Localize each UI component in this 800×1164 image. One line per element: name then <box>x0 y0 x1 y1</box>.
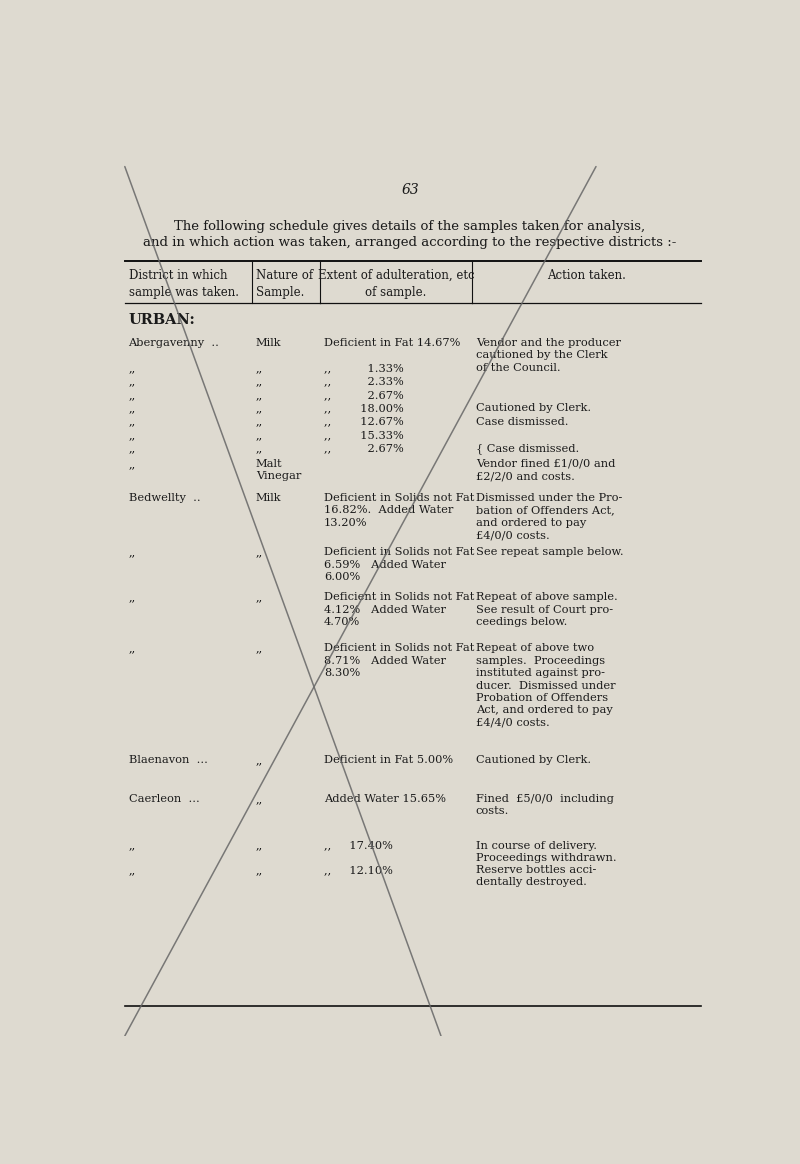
Text: Deficient in Solids not Fat
6.59%   Added Water
6.00%: Deficient in Solids not Fat 6.59% Added … <box>324 547 474 582</box>
Text: ,,: ,, <box>256 443 263 454</box>
Text: ,,: ,, <box>256 644 263 653</box>
Text: ,,: ,, <box>129 592 136 602</box>
Text: ,,          2.33%: ,, 2.33% <box>324 376 403 386</box>
Text: ,,: ,, <box>129 547 136 558</box>
Text: Repeat of above two
samples.  Proceedings
instituted against pro-
ducer.  Dismis: Repeat of above two samples. Proceedings… <box>476 644 615 728</box>
Text: ,,: ,, <box>256 755 263 766</box>
Text: ,,: ,, <box>256 794 263 804</box>
Text: ,,: ,, <box>129 644 136 653</box>
Text: In course of delivery.
Proceedings withdrawn.: In course of delivery. Proceedings withd… <box>476 840 616 863</box>
Text: ,,: ,, <box>129 363 136 372</box>
Text: Deficient in Solids not Fat
8.71%   Added Water
8.30%: Deficient in Solids not Fat 8.71% Added … <box>324 644 474 679</box>
Text: ,,: ,, <box>256 865 263 875</box>
Text: Deficient in Solids not Fat
4.12%   Added Water
4.70%: Deficient in Solids not Fat 4.12% Added … <box>324 592 474 627</box>
Text: ,,: ,, <box>129 443 136 454</box>
Text: ,,: ,, <box>129 417 136 427</box>
Text: Repeat of above sample.
See result of Court pro-
ceedings below.: Repeat of above sample. See result of Co… <box>476 592 618 627</box>
Text: Dismissed under the Pro-
bation of Offenders Act,
and ordered to pay
£4/0/0 cost: Dismissed under the Pro- bation of Offen… <box>476 492 622 540</box>
Text: Action taken.: Action taken. <box>547 269 626 282</box>
Text: Vendor and the producer
cautioned by the Clerk
of the Council.: Vendor and the producer cautioned by the… <box>476 338 621 372</box>
Text: ,,: ,, <box>256 430 263 440</box>
Text: Reserve bottles acci-
dentally destroyed.: Reserve bottles acci- dentally destroyed… <box>476 865 596 887</box>
Text: ,,          2.67%: ,, 2.67% <box>324 443 403 454</box>
Text: ,,: ,, <box>129 865 136 875</box>
Text: ,,          2.67%: ,, 2.67% <box>324 390 403 399</box>
Text: Blaenavon  ...: Blaenavon ... <box>129 755 207 766</box>
Text: ,,: ,, <box>256 417 263 427</box>
Text: Milk: Milk <box>256 338 281 348</box>
Text: { Case dismissed.: { Case dismissed. <box>476 443 579 454</box>
Text: The following schedule gives details of the samples taken for analysis,: The following schedule gives details of … <box>174 220 646 233</box>
Text: See repeat sample below.: See repeat sample below. <box>476 547 623 558</box>
Text: ,,: ,, <box>256 363 263 372</box>
Text: ,,: ,, <box>129 403 136 413</box>
Text: Added Water 15.65%: Added Water 15.65% <box>324 794 446 804</box>
Text: URBAN:: URBAN: <box>129 313 195 327</box>
Text: ,,: ,, <box>256 840 263 851</box>
Text: Vendor fined £1/0/0 and
£2/2/0 and costs.: Vendor fined £1/0/0 and £2/2/0 and costs… <box>476 459 615 481</box>
Text: Cautioned by Clerk.: Cautioned by Clerk. <box>476 403 591 413</box>
Text: ,,        15.33%: ,, 15.33% <box>324 430 403 440</box>
Text: District in which
sample was taken.: District in which sample was taken. <box>129 269 238 299</box>
Text: Nature of
Sample.: Nature of Sample. <box>256 269 313 299</box>
Text: ,,: ,, <box>256 403 263 413</box>
Text: Deficient in Solids not Fat
16.82%.  Added Water
13.20%: Deficient in Solids not Fat 16.82%. Adde… <box>324 492 474 527</box>
Text: Abergavenny  ..: Abergavenny .. <box>129 338 219 348</box>
Text: Cautioned by Clerk.: Cautioned by Clerk. <box>476 755 591 766</box>
Text: ,,: ,, <box>129 840 136 851</box>
Text: ,,: ,, <box>256 547 263 558</box>
Text: Deficient in Fat 14.67%: Deficient in Fat 14.67% <box>324 338 460 348</box>
Text: ,,: ,, <box>256 376 263 386</box>
Text: Bedwellty  ..: Bedwellty .. <box>129 492 200 503</box>
Text: ,,     12.10%: ,, 12.10% <box>324 865 393 875</box>
Text: Case dismissed.: Case dismissed. <box>476 417 568 427</box>
Text: Extent of adulteration, etc
of sample.: Extent of adulteration, etc of sample. <box>318 269 474 299</box>
Text: Deficient in Fat 5.00%: Deficient in Fat 5.00% <box>324 755 453 766</box>
Text: ,,: ,, <box>129 459 136 469</box>
Text: ,,     17.40%: ,, 17.40% <box>324 840 393 851</box>
Text: ,,: ,, <box>129 376 136 386</box>
Text: ,,: ,, <box>129 390 136 399</box>
Text: ,,: ,, <box>129 430 136 440</box>
Text: ,,        18.00%: ,, 18.00% <box>324 403 403 413</box>
Text: and in which action was taken, arranged according to the respective districts :-: and in which action was taken, arranged … <box>143 236 677 249</box>
Text: Milk: Milk <box>256 492 281 503</box>
Text: Fined  £5/0/0  including
costs.: Fined £5/0/0 including costs. <box>476 794 614 816</box>
Text: Caerleon  ...: Caerleon ... <box>129 794 199 804</box>
Text: 63: 63 <box>401 183 419 197</box>
Text: ,,: ,, <box>256 592 263 602</box>
Text: ,,        12.67%: ,, 12.67% <box>324 417 403 427</box>
Text: ,,          1.33%: ,, 1.33% <box>324 363 403 372</box>
Text: ,,: ,, <box>256 390 263 399</box>
Text: Malt
Vinegar: Malt Vinegar <box>256 459 301 481</box>
